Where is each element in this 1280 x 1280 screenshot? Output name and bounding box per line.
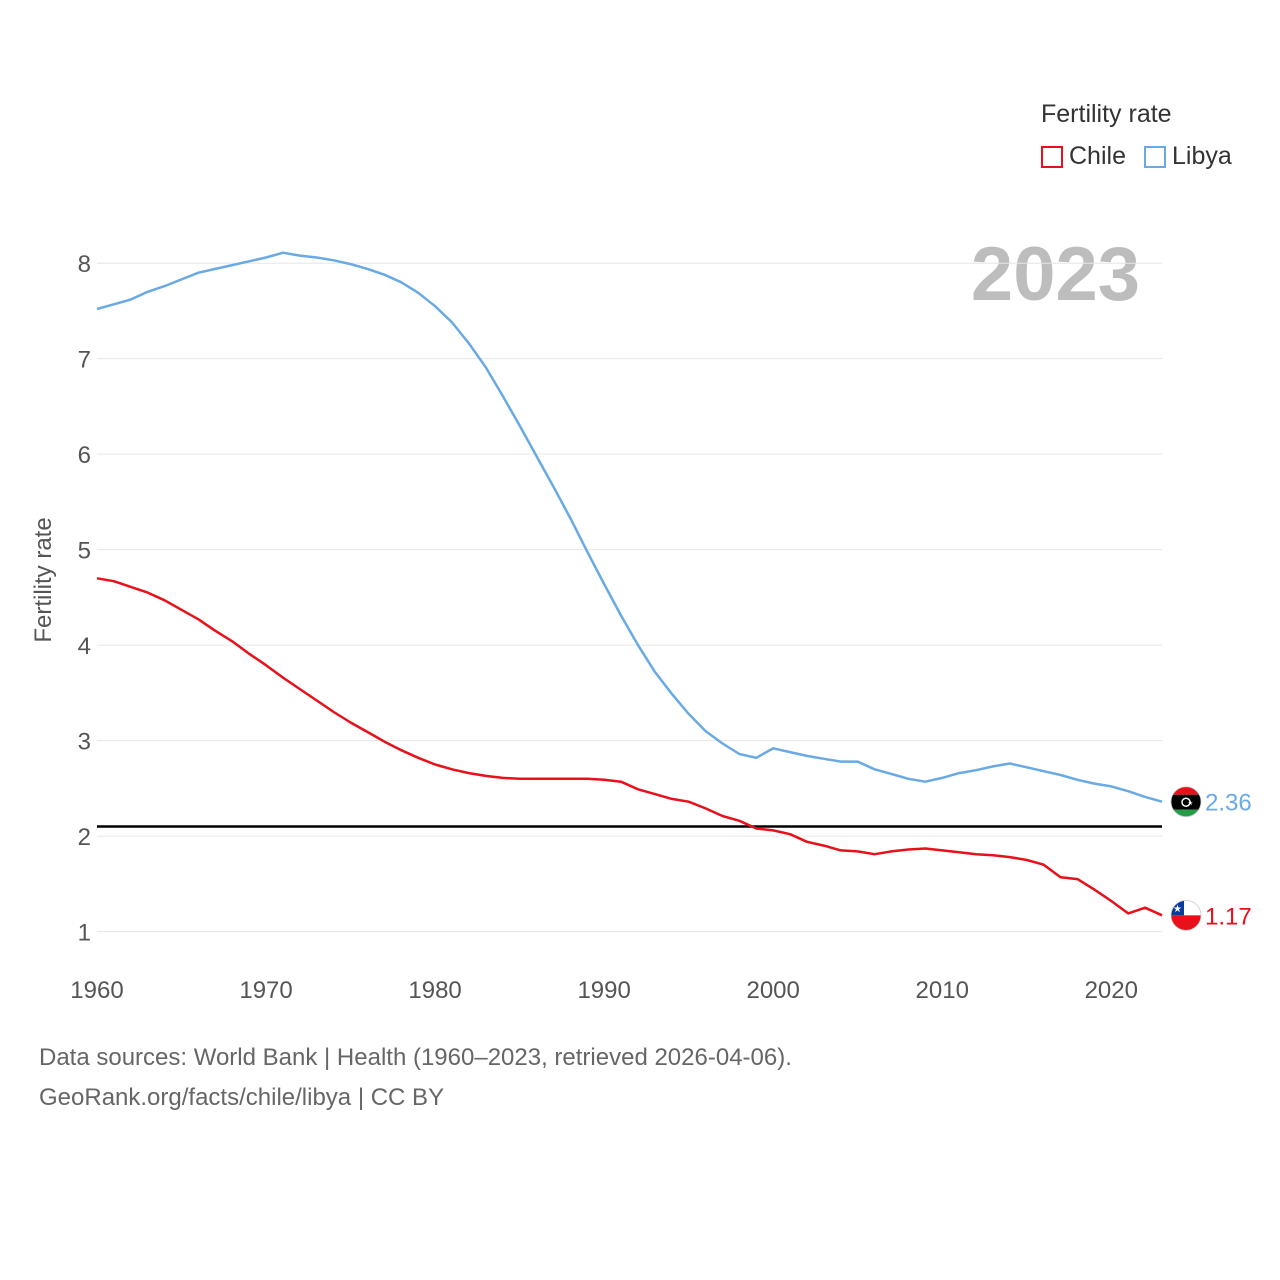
footer-sources: Data sources: World Bank | Health (1960–… <box>39 1044 792 1071</box>
y-tick-label-6: 6 <box>78 442 91 469</box>
flag-icon-libya: ★ <box>1170 786 1202 818</box>
y-tick-label-8: 8 <box>78 251 91 278</box>
y-tick-label-1: 1 <box>78 920 91 947</box>
legend-swatch-chile <box>1041 145 1063 168</box>
y-tick-label-4: 4 <box>78 633 91 660</box>
legend-swatch-libya <box>1143 145 1166 168</box>
x-tick-label-1980: 1980 <box>408 977 461 1004</box>
footer-attribution: GeoRank.org/facts/chile/libya | CC BY <box>39 1084 445 1111</box>
legend-item-libya[interactable]: Libya <box>1143 142 1232 171</box>
series-line-chile <box>96 577 1163 917</box>
flag-icon-chile: ★ <box>1170 899 1202 931</box>
x-tick-label-1960: 1960 <box>70 977 123 1004</box>
y-tick-label-2: 2 <box>78 824 91 851</box>
x-tick-label-1990: 1990 <box>577 977 630 1004</box>
x-tick-label-2000: 2000 <box>746 977 799 1004</box>
svg-text:★: ★ <box>1188 800 1193 807</box>
x-tick-label-2020: 2020 <box>1085 977 1138 1004</box>
x-tick-label-2010: 2010 <box>916 977 969 1004</box>
fertility-rate-chart: 2023 1 2 3 4 5 6 7 8 1960 1970 1980 1990 2000 2010 20… <box>30 232 1252 1004</box>
legend-label-libya: Libya <box>1171 142 1232 170</box>
x-tick-label-1970: 1970 <box>239 977 292 1004</box>
y-tick-label-5: 5 <box>78 538 91 565</box>
legend-label-chile: Chile <box>1069 142 1126 170</box>
year-watermark: 2023 <box>971 232 1140 317</box>
y-axis-label: Fertility rate <box>30 517 57 642</box>
legend-title: Fertility rate <box>1041 100 1172 128</box>
end-value-label-chile: 1.17 <box>1205 903 1252 930</box>
svg-text:★: ★ <box>1173 904 1182 915</box>
y-tick-label-3: 3 <box>78 729 91 756</box>
series-line-libya <box>96 251 1163 803</box>
end-value-label-libya: 2.36 <box>1205 790 1252 817</box>
y-tick-label-7: 7 <box>78 347 91 374</box>
legend: Chile Libya <box>1041 142 1250 171</box>
legend-item-chile[interactable]: Chile <box>1041 142 1126 171</box>
